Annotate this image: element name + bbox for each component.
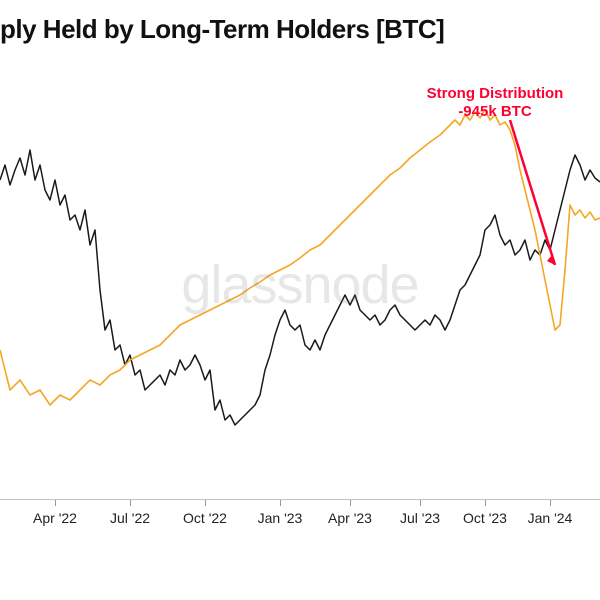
x-tick-label: Oct '23 — [463, 510, 507, 526]
x-tick-label: Apr '23 — [328, 510, 372, 526]
chart-title: ply Held by Long-Term Holders [BTC] — [0, 14, 444, 45]
x-tick-mark — [485, 500, 486, 506]
x-tick-mark — [205, 500, 206, 506]
x-tick-label: Apr '22 — [33, 510, 77, 526]
annotation-line1: Strong Distribution — [427, 85, 564, 102]
x-tick-label: Jul '22 — [110, 510, 150, 526]
chart-plot-area: glassnode — [0, 70, 600, 500]
x-tick-label: Jan '23 — [258, 510, 303, 526]
x-tick-label: Jan '24 — [528, 510, 573, 526]
series-lth_supply — [0, 110, 600, 405]
x-tick-mark — [130, 500, 131, 506]
distribution-annotation: Strong Distribution -945k BTC — [410, 85, 580, 121]
x-tick-mark — [350, 500, 351, 506]
annotation-arrow — [510, 120, 555, 265]
annotation-line2: -945k BTC — [458, 103, 531, 120]
x-tick-label: Jul '23 — [400, 510, 440, 526]
x-axis: Apr '22 Jul '22 Oct '22 Jan '23 Apr '23 Jul '… — [0, 500, 600, 540]
x-tick-mark — [420, 500, 421, 506]
chart-svg — [0, 70, 600, 500]
x-tick-mark — [280, 500, 281, 506]
x-tick-label: Oct '22 — [183, 510, 227, 526]
x-tick-mark — [55, 500, 56, 506]
x-tick-mark — [550, 500, 551, 506]
series-price — [0, 150, 600, 425]
